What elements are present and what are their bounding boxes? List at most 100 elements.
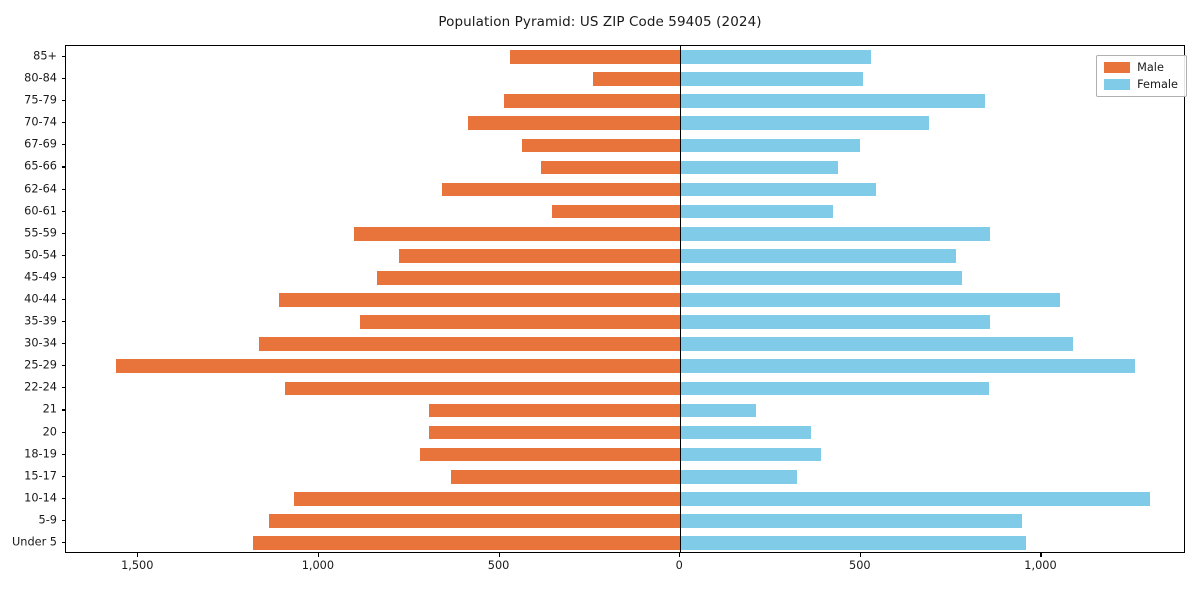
bar-male: [509, 50, 681, 64]
bar-row: [66, 315, 1184, 329]
y-tick-mark: [61, 210, 65, 212]
bar-row: [66, 50, 1184, 64]
y-tick-mark: [61, 276, 65, 278]
y-tick-mark: [61, 254, 65, 256]
y-tick-label: 40-44: [24, 292, 57, 306]
bar-female: [680, 271, 963, 285]
bar-male: [442, 182, 681, 197]
bar-male: [293, 491, 681, 506]
y-tick-mark: [61, 122, 65, 124]
y-tick-mark: [61, 299, 65, 301]
bar-female: [680, 447, 822, 462]
bar-row: [66, 403, 1184, 418]
y-tick-label: 60-61: [24, 204, 57, 218]
bar-row: [66, 116, 1184, 131]
bar-male: [252, 536, 681, 550]
bar-female: [680, 315, 990, 329]
x-tick-label: 1,000: [301, 559, 335, 572]
bar-female: [680, 248, 957, 263]
bar-male: [503, 94, 681, 109]
x-axis-ticks: [65, 553, 1185, 557]
y-tick-label: 50-54: [24, 248, 57, 262]
bar-row: [66, 248, 1184, 263]
legend-item-male[interactable]: Male: [1104, 61, 1178, 74]
bar-row: [66, 271, 1184, 285]
bar-male: [541, 160, 681, 175]
y-tick-label: 45-49: [24, 270, 57, 284]
y-tick-label: 30-34: [24, 336, 57, 350]
y-tick-mark: [61, 100, 65, 102]
y-tick-label: 70-74: [24, 115, 57, 129]
bar-female: [680, 160, 839, 175]
legend-label: Female: [1137, 78, 1178, 91]
x-tick-label: 500: [849, 559, 871, 572]
bar-female: [680, 337, 1073, 351]
x-tick-label: 1,500: [121, 559, 154, 572]
x-tick-mark: [859, 553, 861, 557]
zero-axis-line: [680, 46, 682, 552]
bar-female: [680, 403, 757, 418]
bar-row: [66, 293, 1184, 307]
bar-male: [115, 359, 681, 374]
y-tick-label: 35-39: [24, 314, 57, 328]
y-tick-mark: [61, 188, 65, 190]
bar-female: [680, 226, 990, 241]
bar-male: [521, 138, 681, 153]
y-tick-mark: [61, 475, 65, 477]
y-tick-label: Under 5: [12, 535, 57, 549]
x-tick-label: 500: [487, 559, 510, 572]
bar-female: [680, 182, 876, 197]
y-tick-label: 10-14: [24, 491, 57, 505]
bar-row: [66, 138, 1184, 153]
bar-row: [66, 182, 1184, 197]
bar-male: [258, 337, 681, 351]
bar-row: [66, 160, 1184, 175]
bar-row: [66, 469, 1184, 484]
y-tick-label: 80-84: [24, 71, 57, 85]
y-tick-label: 25-29: [24, 358, 57, 372]
bar-male: [279, 293, 681, 307]
y-tick-mark: [61, 56, 65, 58]
bar-male: [451, 469, 681, 484]
y-tick-label: 22-24: [24, 380, 57, 394]
legend-swatch-icon: [1104, 62, 1131, 73]
bar-male: [376, 271, 681, 285]
y-tick-label: 18-19: [24, 447, 57, 461]
legend-swatch-icon: [1104, 79, 1131, 90]
y-tick-label: 75-79: [24, 93, 57, 107]
bar-row: [66, 337, 1184, 351]
bar-female: [680, 359, 1135, 374]
bar-male: [468, 116, 681, 131]
bar-row: [66, 381, 1184, 396]
bar-female: [680, 514, 1022, 528]
x-tick-label: 1,000: [1024, 559, 1057, 572]
y-tick-mark: [61, 343, 65, 345]
bar-female: [680, 94, 985, 109]
chart-title: Population Pyramid: US ZIP Code 59405 (2…: [438, 14, 762, 30]
bars-layer: [66, 46, 1184, 552]
x-tick-mark: [317, 553, 319, 557]
y-axis-labels: 85+ 80-84 75-79 70-74 67-69 65-66 62-64 60-61 55…: [0, 45, 65, 553]
y-tick-mark: [61, 541, 65, 544]
x-tick-mark: [137, 553, 139, 557]
y-tick-mark: [61, 387, 65, 389]
y-tick-label: 67-69: [24, 137, 57, 151]
y-tick-label: 21: [42, 402, 57, 416]
bar-female: [680, 138, 861, 153]
bar-female: [680, 491, 1150, 506]
x-tick-mark: [498, 553, 500, 557]
bar-row: [66, 425, 1184, 440]
bar-row: [66, 226, 1184, 241]
y-tick-mark: [61, 453, 65, 455]
bar-male: [269, 514, 681, 528]
bar-female: [680, 469, 797, 484]
bar-male: [399, 248, 681, 263]
bar-row: [66, 536, 1184, 550]
y-tick-mark: [61, 321, 65, 323]
x-tick-label: 0: [675, 559, 683, 572]
y-tick-mark: [61, 78, 65, 80]
y-tick-mark: [61, 497, 65, 499]
bar-row: [66, 447, 1184, 462]
y-tick-label: 20: [42, 425, 57, 439]
legend-item-female[interactable]: Female: [1104, 78, 1178, 91]
